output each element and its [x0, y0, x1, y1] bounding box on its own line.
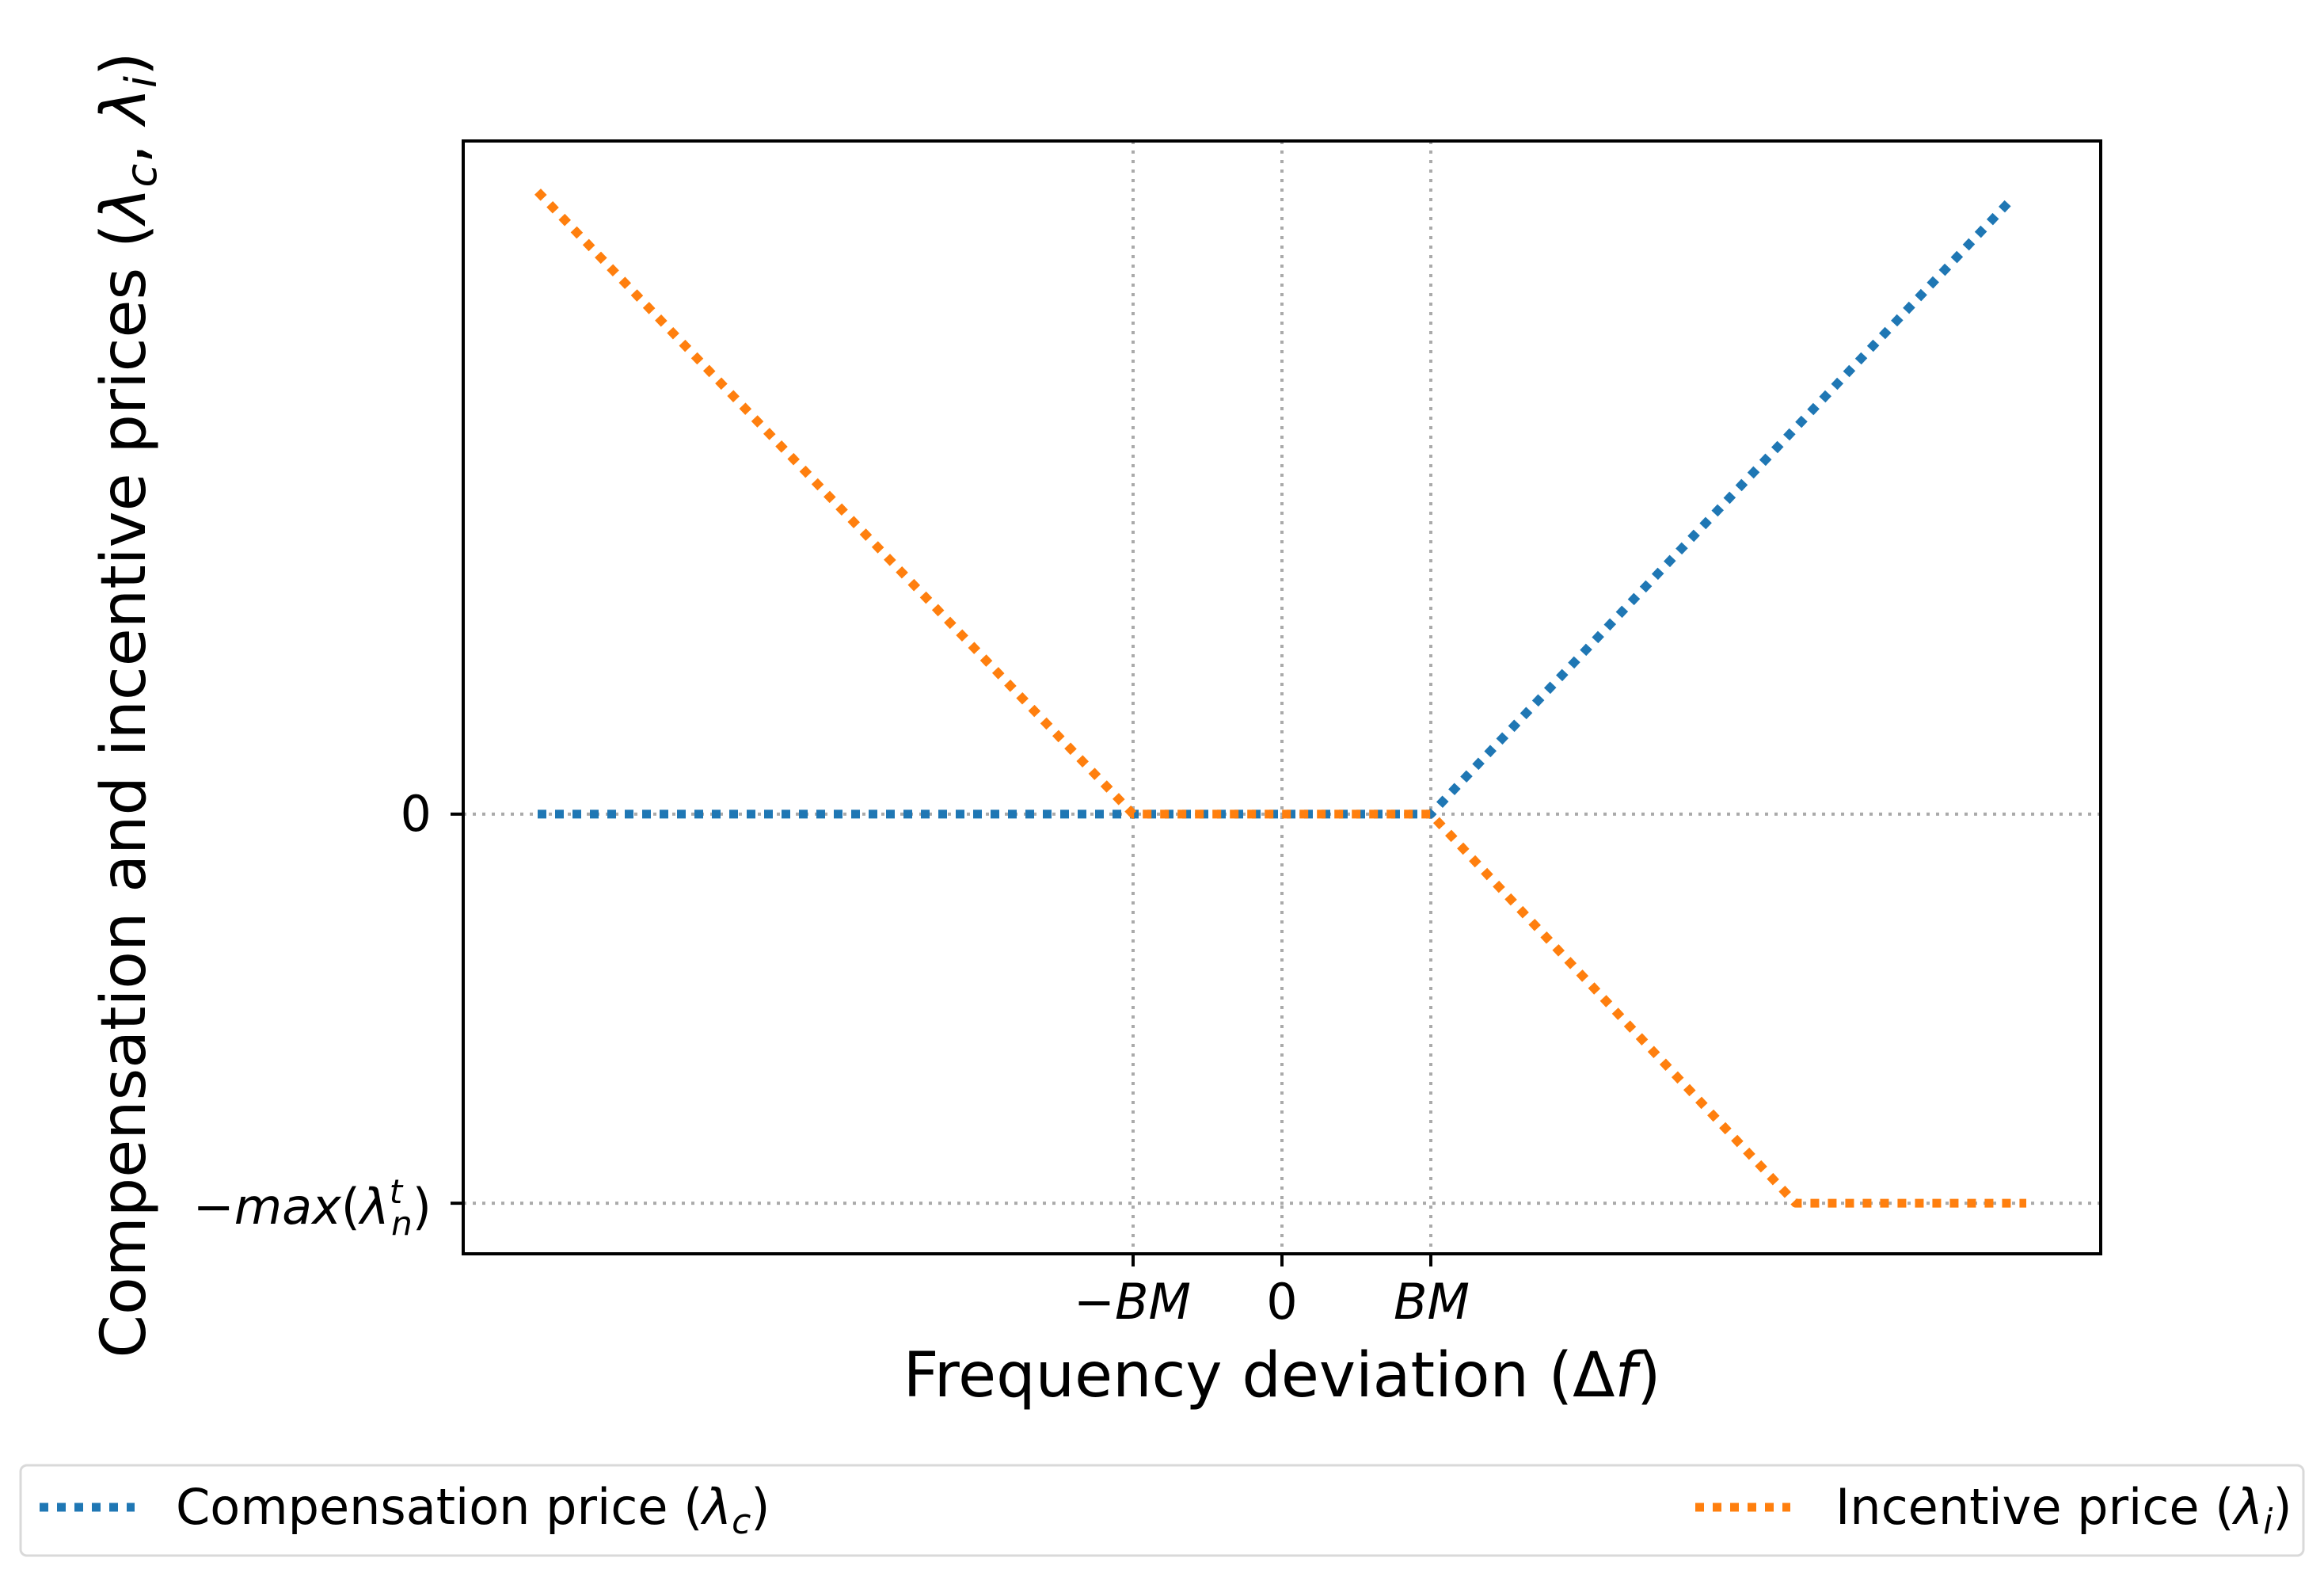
legend-label-compensation: Compensation price (λc) — [176, 1478, 770, 1542]
legend-frame — [19, 1464, 2305, 1557]
y-tick-label-neg-max: −max(λt n) — [193, 1172, 432, 1243]
axes-frame — [462, 139, 2102, 1255]
y-tick-label-zero: 0 — [401, 785, 432, 843]
legend-label-incentive: Incentive price (λi) — [1835, 1478, 2292, 1542]
x-tick-label-bm: BM — [1394, 1273, 1470, 1331]
x-axis-title: Frequency deviation (Δf) — [903, 1340, 1661, 1411]
legend: Compensation price (λc) Incentive price … — [19, 1464, 2305, 1557]
compensation-price-line — [538, 196, 2015, 819]
plot-area — [451, 139, 2102, 1266]
x-tick-label-neg-bm: −BM — [1074, 1273, 1191, 1331]
x-tick-label-zero: 0 — [1266, 1273, 1297, 1331]
y-axis-title: Compensation and incentive prices (λc, λ… — [89, 52, 166, 1358]
